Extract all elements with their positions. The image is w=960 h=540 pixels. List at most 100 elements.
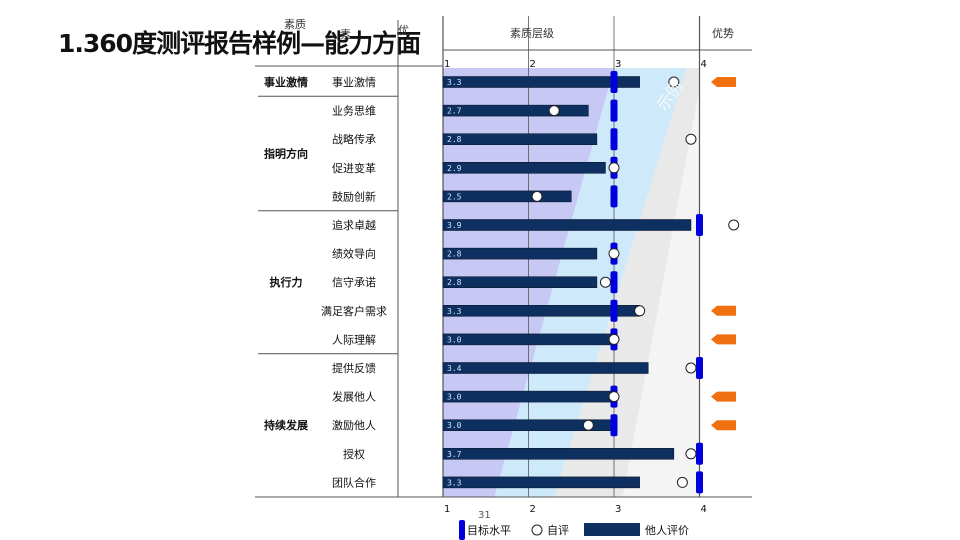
target-marker [610, 128, 618, 151]
tick-label-top: 4 [701, 59, 707, 70]
bar-value-label: 2.8 [447, 250, 462, 259]
bar [442, 76, 640, 88]
self-marker [608, 333, 620, 345]
bar-value-label: 2.8 [447, 278, 462, 287]
target-marker [610, 414, 618, 437]
self-marker [685, 133, 697, 145]
advantage-arrow [711, 334, 736, 345]
tick-label-top: 1 [444, 59, 450, 70]
legend-others-swatch [584, 523, 640, 536]
bar [442, 190, 572, 203]
target-marker [696, 442, 703, 465]
bar-value-label: 2.8 [447, 135, 462, 144]
item-label: 满足客户需求 [321, 304, 387, 318]
item-label: 追求卓越 [332, 218, 376, 232]
target-marker [610, 271, 618, 294]
target-marker [610, 99, 618, 122]
item-label: 鼓励创新 [332, 189, 376, 203]
bar-value-label: 3.3 [447, 307, 462, 316]
target-marker [610, 71, 618, 93]
bar-value-label: 3.3 [447, 478, 462, 487]
tick-label-top: 2 [530, 59, 536, 70]
tick-label-bottom: 3 [615, 504, 621, 515]
self-marker [685, 362, 697, 374]
tick-label-bottom: 1 [444, 504, 450, 515]
advantage-arrow [711, 420, 736, 431]
header-fragment-quality: 素质 [284, 18, 306, 31]
bar [442, 276, 598, 288]
self-marker [531, 190, 543, 202]
group-label: 执行力 [270, 275, 303, 289]
bar [442, 305, 640, 317]
bar [442, 162, 606, 174]
tick-label-bottom: 4 [701, 504, 707, 515]
bar-value-label: 2.5 [447, 192, 462, 201]
target-marker [696, 214, 703, 236]
legend-others-label: 他人评价 [645, 524, 689, 537]
bar [442, 390, 615, 403]
group-label: 指明方向 [264, 147, 308, 161]
header-fragment-item: 素 [340, 28, 351, 41]
advantage-arrow [711, 391, 736, 402]
bar-value-label: 3.0 [447, 335, 462, 344]
item-label: 促进变革 [332, 161, 376, 175]
group-label: 事业激情 [264, 75, 308, 89]
bar [442, 219, 692, 231]
page-number: 31 [478, 510, 491, 521]
item-label: 提供反馈 [332, 361, 376, 375]
header-fragment-advantage: 优 [398, 24, 409, 37]
group-label: 持续发展 [264, 418, 309, 432]
self-marker [668, 76, 680, 88]
bar-value-label: 2.7 [447, 107, 462, 116]
item-label: 团队合作 [332, 475, 376, 489]
target-marker [696, 357, 703, 379]
self-marker [728, 219, 740, 231]
bar [442, 247, 598, 260]
header-quality-level: 素质层级 [510, 27, 554, 40]
tick-label-bottom: 2 [530, 504, 536, 515]
self-marker [548, 105, 560, 117]
self-marker [608, 391, 620, 403]
slide-title: 1.360度测评报告样例—能力方面 [58, 29, 421, 58]
item-label: 激励他人 [332, 418, 376, 432]
advantage-arrow [711, 305, 736, 316]
self-marker [599, 276, 611, 288]
legend-self-label: 自评 [547, 524, 569, 537]
bar-value-label: 3.0 [447, 393, 462, 402]
item-label: 战略传承 [332, 132, 376, 146]
legend-target-label: 目标水平 [467, 523, 511, 537]
item-label: 人际理解 [332, 332, 376, 346]
target-marker [696, 471, 703, 494]
advantage-arrow [711, 77, 736, 87]
target-marker [610, 299, 618, 322]
bar [442, 333, 615, 346]
self-marker [634, 305, 646, 317]
bar [442, 476, 640, 489]
self-marker [608, 162, 620, 174]
bar-value-label: 3.3 [447, 78, 462, 87]
item-label: 授权 [343, 447, 365, 461]
item-label: 发展他人 [332, 390, 376, 404]
tick-label-top: 3 [615, 59, 621, 70]
self-marker [676, 476, 688, 488]
bar [442, 362, 649, 374]
bar-value-label: 3.4 [447, 364, 462, 373]
bar-value-label: 3.0 [447, 421, 462, 430]
item-label: 业务思维 [332, 105, 376, 118]
header-advantage: 优势 [712, 27, 734, 40]
item-label: 事业激情 [332, 75, 376, 89]
bar [442, 104, 589, 117]
item-label: 绩效导向 [332, 247, 376, 261]
self-marker [582, 419, 594, 431]
legend-self-swatch [531, 524, 543, 536]
item-label: 信守承诺 [332, 275, 376, 289]
bar-value-label: 3.7 [447, 450, 462, 459]
bar-value-label: 3.9 [447, 221, 462, 230]
self-marker [685, 448, 697, 460]
legend-target-swatch [459, 520, 465, 540]
bar [442, 448, 675, 460]
bar-value-label: 2.9 [447, 164, 462, 173]
target-marker [610, 185, 618, 208]
self-marker [608, 248, 620, 260]
